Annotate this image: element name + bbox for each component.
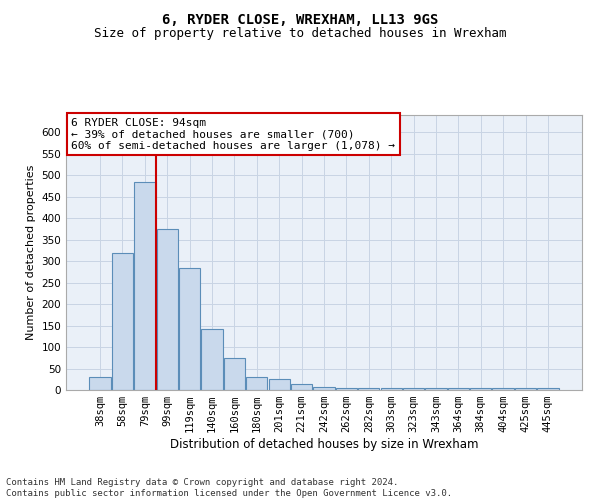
Bar <box>425 388 446 390</box>
Bar <box>380 388 402 390</box>
Bar <box>448 388 469 390</box>
Text: 6, RYDER CLOSE, WREXHAM, LL13 9GS: 6, RYDER CLOSE, WREXHAM, LL13 9GS <box>162 12 438 26</box>
Bar <box>470 388 491 390</box>
Bar <box>291 384 312 390</box>
Bar <box>537 388 559 390</box>
Bar <box>202 328 223 390</box>
Bar <box>224 358 245 390</box>
Text: Size of property relative to detached houses in Wrexham: Size of property relative to detached ho… <box>94 28 506 40</box>
Bar <box>246 377 268 390</box>
Bar <box>179 268 200 390</box>
Bar <box>336 388 357 390</box>
Bar <box>89 377 111 390</box>
Bar <box>313 388 335 390</box>
Bar <box>112 252 133 390</box>
Bar <box>358 388 379 390</box>
Bar <box>134 182 155 390</box>
Y-axis label: Number of detached properties: Number of detached properties <box>26 165 36 340</box>
Bar <box>493 388 514 390</box>
Bar <box>269 379 290 390</box>
Text: Contains HM Land Registry data © Crown copyright and database right 2024.
Contai: Contains HM Land Registry data © Crown c… <box>6 478 452 498</box>
X-axis label: Distribution of detached houses by size in Wrexham: Distribution of detached houses by size … <box>170 438 478 451</box>
Bar <box>515 388 536 390</box>
Bar <box>403 388 424 390</box>
Bar <box>157 229 178 390</box>
Text: 6 RYDER CLOSE: 94sqm
← 39% of detached houses are smaller (700)
60% of semi-deta: 6 RYDER CLOSE: 94sqm ← 39% of detached h… <box>71 118 395 151</box>
